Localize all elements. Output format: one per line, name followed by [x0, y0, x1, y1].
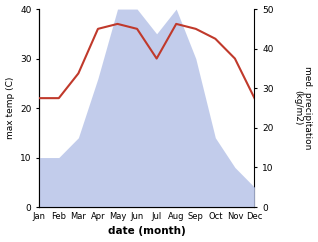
Y-axis label: med. precipitation
(kg/m2): med. precipitation (kg/m2): [293, 66, 313, 150]
X-axis label: date (month): date (month): [108, 227, 186, 236]
Y-axis label: max temp (C): max temp (C): [5, 77, 15, 139]
